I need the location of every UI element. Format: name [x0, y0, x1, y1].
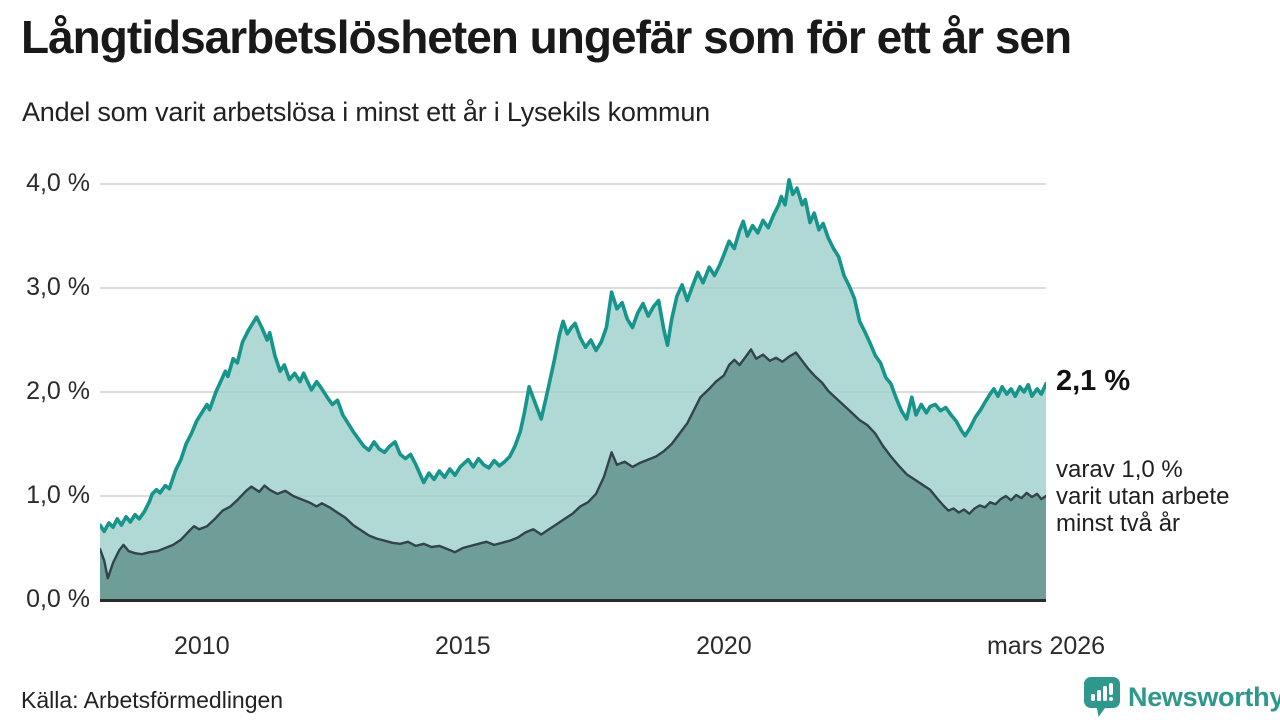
latest-value-label: 2,1 % — [1056, 364, 1131, 397]
line-series-2 — [100, 348, 1046, 580]
newsworthy-wordmark: Newsworthy — [1128, 681, 1280, 712]
y-tick-label: 0,0 % — [26, 585, 90, 613]
area-chart — [100, 178, 1046, 601]
source-label: Källa: Arbetsförmedlingen — [21, 687, 284, 713]
annotation-line: varit utan arbete — [1056, 483, 1230, 510]
plot-area: 0,0 % 1,0 % 2,0 % 3,0 % 4,0 % 2010 2015 2020 ma… — [0, 150, 1280, 670]
newsworthy-logo-icon — [1084, 677, 1120, 717]
x-axis-line — [100, 599, 1046, 602]
x-tick-label: 2010 — [173, 632, 230, 660]
annotation-line: varav 1,0 % — [1056, 456, 1183, 483]
chart-subtitle: Andel som varit arbetslösa i minst ett å… — [22, 97, 710, 127]
annotation-line: minst två år — [1056, 510, 1181, 537]
y-tick-label: 3,0 % — [26, 273, 90, 301]
newsworthy-logo: Newsworthy — [1083, 676, 1280, 718]
y-tick-label: 4,0 % — [26, 169, 90, 197]
line-series-1 — [100, 178, 1046, 534]
y-gridline — [100, 287, 1046, 289]
x-tick-label: 2020 — [696, 632, 752, 660]
y-gridline — [100, 183, 1046, 185]
secondary-series-annotation: varav 1,0 % varit utan arbete minst två … — [1056, 456, 1229, 537]
chart-title: Långtidsarbetslösheten ungefär som för e… — [21, 11, 1072, 63]
y-tick-label: 1,0 % — [26, 481, 90, 509]
x-tick-label: mars 2026 — [986, 632, 1106, 660]
x-tick-label: 2015 — [435, 632, 491, 660]
area-fill-series-2 — [100, 349, 1046, 600]
y-tick-label: 2,0 % — [26, 377, 90, 405]
